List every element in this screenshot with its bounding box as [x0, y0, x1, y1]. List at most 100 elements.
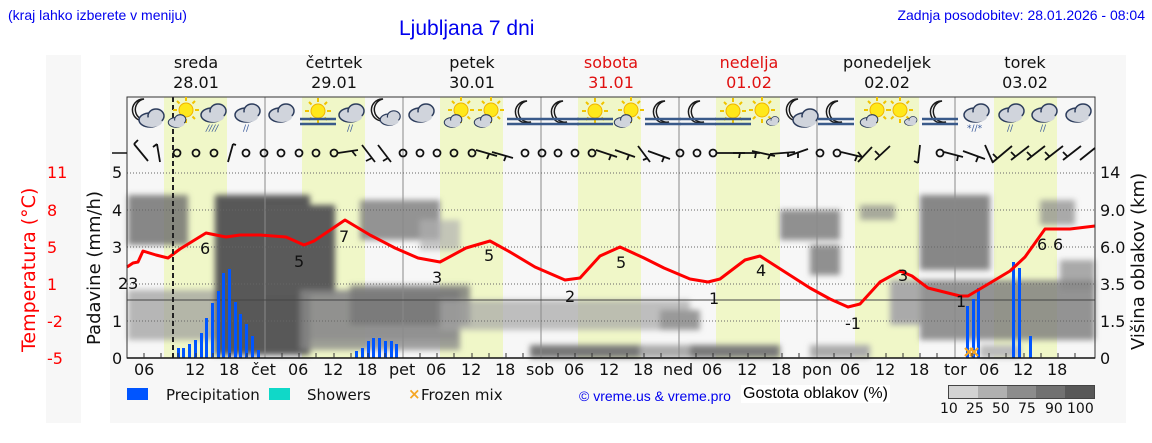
night-fog-icon [643, 100, 683, 126]
svg-text:-1: -1 [845, 314, 861, 333]
day-label: četrtek 29.01 [305, 53, 363, 92]
precipitation-legend-swatch [127, 388, 148, 400]
temperature-line [126, 218, 1096, 309]
credit-link[interactable]: © vreme.us & vreme.pro [579, 388, 731, 404]
night-fog-icon [505, 100, 545, 126]
density-swatch [978, 386, 1007, 398]
x-tick-label: 18 [357, 360, 378, 379]
rain-light-icon: // [998, 103, 1025, 134]
rain-light-icon: // [234, 103, 261, 134]
temp-tick: 1 [47, 275, 58, 294]
x-tick-label: 06 [288, 360, 309, 379]
temperature-axis-title: Temperatura (°C) [18, 187, 40, 352]
x-tick-label: 12 [323, 360, 344, 379]
svg-text:5: 5 [616, 253, 626, 272]
svg-text:6: 6 [200, 239, 210, 258]
last-update-text: Zadnja posodobitev: 28.01.2026 - 08:04 [897, 7, 1145, 23]
svg-text:23: 23 [118, 274, 138, 293]
day-label: petek 30.01 [449, 53, 495, 92]
sleet-icon: *//* [963, 103, 990, 134]
svg-text:7: 7 [339, 227, 349, 246]
night-fog-icon [920, 100, 960, 126]
precipitation-axis-title: Padavine (mm/h) [84, 191, 105, 345]
x-tick-label: 12 [737, 360, 758, 379]
svg-text:3: 3 [898, 266, 908, 285]
precip-tick: 4 [112, 201, 123, 220]
x-axis-labels: 06 12 18 čet 06 12 18 pet 06 12 18 sob 0… [0, 360, 1152, 382]
showers-legend-label: Showers [307, 386, 371, 404]
day-label-weekend: nedelja 01.02 [719, 53, 779, 92]
svg-text:1: 1 [956, 292, 966, 311]
cloud-density-legend-title: Gostota oblakov (%) [741, 385, 890, 403]
page-title: Ljubljana 7 dni [399, 17, 535, 40]
temp-tick: -2 [47, 312, 63, 331]
night-cloudy-rain-icon [370, 98, 401, 126]
svg-text://: // [1040, 124, 1047, 134]
x-tick-label: 12 [599, 360, 620, 379]
density-swatch [1036, 386, 1065, 398]
svg-text:2: 2 [565, 287, 575, 306]
svg-text://: // [243, 124, 250, 134]
x-tick-label: 12 [875, 360, 896, 379]
showers-legend-swatch [269, 388, 290, 400]
weather-icons-row: //// // // *//* // // [131, 96, 1092, 134]
cloud-height-tick: 3.5 [1100, 275, 1126, 294]
x-tick-label: sob [526, 360, 555, 379]
precip-tick: 1 [112, 312, 123, 331]
day-label: sreda 28.01 [173, 53, 219, 92]
night-cloudy-icon [785, 98, 819, 128]
x-tick-label: tor [944, 360, 967, 379]
night-fog-icon [541, 100, 581, 126]
day-separators [264, 97, 956, 358]
precipitation-bars [177, 262, 1032, 358]
night-cloudy-icon [131, 98, 165, 128]
x-tick-label: 06 [979, 360, 1000, 379]
svg-text:4: 4 [756, 261, 766, 280]
rain-light-icon: // [338, 103, 365, 134]
svg-text:5: 5 [294, 252, 304, 271]
x-tick-label: 18 [771, 360, 792, 379]
cloud-height-tick: 6.0 [1100, 238, 1126, 257]
cloudy-icon [1065, 103, 1092, 123]
temp-tick: 11 [47, 163, 68, 182]
precip-tick: 0 [112, 349, 123, 368]
x-tick-label: čet [251, 360, 276, 379]
x-tick-label: pon [802, 360, 833, 379]
x-tick-label: 06 [564, 360, 585, 379]
precip-tick: 3 [112, 238, 123, 257]
cloudy-icon [408, 103, 435, 123]
x-tick-label: 12 [185, 360, 206, 379]
density-swatch [949, 386, 978, 398]
svg-text:5: 5 [484, 246, 494, 265]
rain-heavy-icon: //// [200, 103, 227, 134]
frozen-mix-legend-icon: × [408, 385, 421, 403]
temp-tick: -5 [47, 349, 63, 368]
menu-hint-link[interactable]: (kraj lahko izberete v meniju) [8, 7, 187, 23]
night-fog-icon [816, 100, 856, 126]
x-tick-label: 12 [1013, 360, 1034, 379]
day-labels: sreda 28.01 četrtek 29.01 petek 30.01 sobot… [0, 53, 1152, 97]
x-tick-label: 06 [134, 360, 155, 379]
x-tick-label: 18 [219, 360, 240, 379]
grid-lines [127, 172, 1095, 322]
cloud-height-tick: 0 [1100, 349, 1111, 368]
temp-tick: 8 [47, 201, 58, 220]
temperature-annotations: 23 6 5 7 3 5 2 5 1 4 -1 3 1 6 6 [118, 227, 1063, 333]
precipitation-legend-label: Precipitation [166, 386, 260, 404]
cloud-height-tick: 1.5 [1100, 312, 1126, 331]
x-tick-label: 06 [702, 360, 723, 379]
day-label: torek 03.02 [1002, 53, 1048, 92]
svg-text:3: 3 [432, 268, 442, 287]
x-tick-label: 18 [495, 360, 516, 379]
cloud-height-axis-title: Višina oblakov (km) [1128, 172, 1149, 350]
svg-text:1: 1 [709, 289, 719, 308]
wind-barbs-row [133, 139, 1096, 164]
frozen-mix-legend-label: Frozen mix [421, 386, 503, 404]
cloud-density-scale [948, 385, 1095, 399]
cloud-height-tick: 9.0 [1100, 201, 1126, 220]
svg-text://: // [347, 124, 354, 134]
night-fog-icon [678, 100, 718, 126]
precip-tick: 5 [112, 163, 123, 182]
temperature-axis-panel [46, 55, 81, 423]
